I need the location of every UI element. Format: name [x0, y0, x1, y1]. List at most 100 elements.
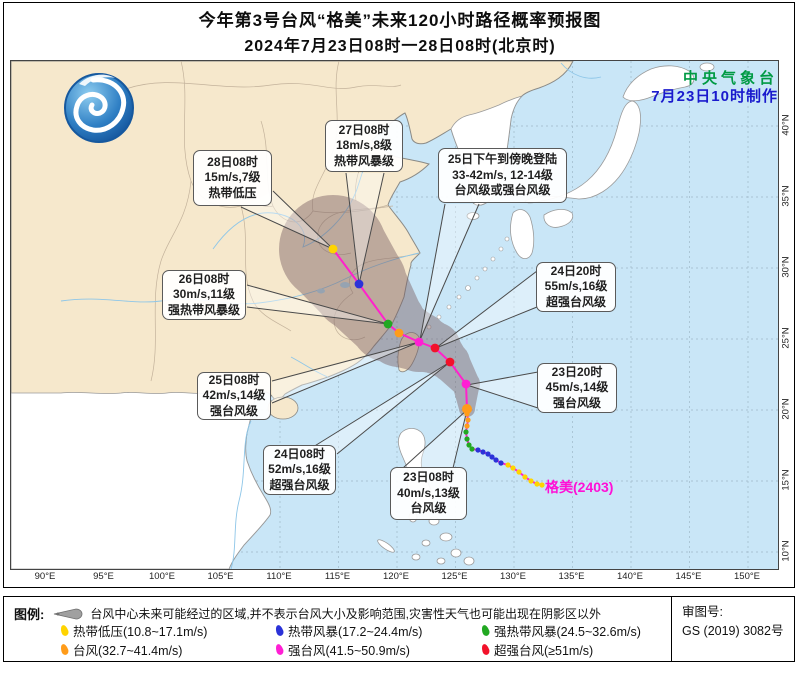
track-point-forecast	[394, 328, 404, 338]
track-point-observed	[522, 474, 528, 480]
legend-cone-row: 图例: 台风中心未来可能经过的区域,并不表示台风大小及影响范围,灾害性天气也可能…	[14, 604, 601, 623]
lon-label: 130°E	[500, 571, 526, 582]
callout-line: 24日20时	[550, 263, 602, 278]
track-point-forecast	[430, 343, 440, 353]
callout-line: 热带风暴级	[333, 153, 394, 168]
lon-label: 105°E	[207, 571, 234, 582]
track-point-observed	[465, 417, 471, 423]
pointer-line	[358, 172, 385, 285]
ryukyu-islands	[426, 236, 510, 330]
callout-line: 热带低压	[208, 185, 257, 200]
track-point-observed	[464, 436, 470, 442]
legend-item-label: 强台风(41.5~50.9m/s)	[288, 644, 410, 658]
jeju-island	[466, 212, 480, 220]
review-number: GS (2019) 3082号	[682, 624, 784, 638]
pointer-wedge	[346, 173, 384, 284]
pointer-line	[435, 270, 538, 349]
pointer-line	[336, 361, 451, 455]
legend-item-label: 台风(32.7~41.4m/s)	[73, 644, 183, 658]
track-point-forecast	[462, 404, 472, 414]
pointer-line	[271, 341, 420, 382]
agency-credit: 中央气象台 7月23日10时制作	[520, 70, 778, 106]
forecast-callout: 27日08时 18m/s,8级 热带风暴级	[325, 120, 403, 172]
pointer-line	[271, 341, 420, 404]
track-point-forecast	[445, 357, 455, 367]
cma-logo	[64, 73, 134, 143]
japan	[510, 62, 715, 260]
issue-time: 7月23日10时制作	[651, 88, 778, 105]
callout-line: 25日08时	[208, 372, 260, 387]
pointer-line	[419, 203, 480, 341]
callout-line: 28日08时	[207, 154, 258, 169]
pointer-line	[435, 306, 538, 349]
forecast-callout: 24日20时 55m/s,16级 超强台风级	[536, 262, 616, 312]
callout-line: 25日下午到傍晚登陆	[447, 152, 558, 167]
intensity-dot-icon	[480, 624, 491, 637]
typhoon-track	[328, 244, 545, 488]
pointer-line	[402, 409, 468, 469]
pointer-line	[312, 361, 451, 448]
legend-item-label: 强热带风暴(24.5~32.6m/s)	[494, 625, 641, 639]
callout-line: 24日08时	[274, 446, 325, 461]
callout-line: 27日08时	[338, 122, 390, 137]
pointer-line	[246, 284, 389, 325]
track-point-observed	[469, 446, 475, 452]
intensity-dot-icon	[59, 624, 70, 637]
track-point-forecast	[328, 244, 338, 254]
pointer-wedge	[467, 372, 538, 408]
legend-item-label: 热带风暴(17.2~24.4m/s)	[288, 625, 423, 639]
forecast-callout: 24日08时 52m/s,16级 超强台风级	[263, 445, 336, 495]
track-point-observed	[489, 454, 495, 460]
lon-label: 110°E	[266, 571, 292, 582]
track-point-observed	[539, 482, 545, 488]
track-point-observed	[505, 462, 511, 468]
pointer-line	[466, 384, 539, 409]
callout-line: 23日08时	[403, 470, 454, 485]
forecast-callout: 26日08时 30m/s,11级 强热带风暴级	[162, 270, 246, 320]
page-title: 今年第3号台风“格美”未来120小时路径概率预报图	[198, 11, 602, 30]
track-point-observed	[464, 423, 470, 429]
lon-label: 120°E	[383, 571, 409, 582]
logo-swirl	[73, 77, 127, 133]
legend-main: 图例: 台风中心未来可能经过的区域,并不表示台风大小及影响范围,灾害性天气也可能…	[4, 597, 671, 661]
track-point-observed	[498, 460, 504, 466]
pointer-line	[466, 371, 539, 386]
track-point-forecast	[354, 279, 364, 289]
pointer-line	[345, 172, 360, 285]
lon-label: 140°E	[617, 571, 643, 582]
legend-item: 强热带风暴(24.5~32.6m/s)	[480, 621, 641, 640]
forecast-callout: 25日08时 42m/s,14级 强台风级	[197, 372, 271, 420]
forecast-callout: 28日08时 15m/s,7级 热带低压	[193, 150, 272, 206]
track-point-observed	[466, 442, 472, 448]
callout-line: 超强台风级	[269, 477, 330, 492]
lat-label: 15°N	[780, 469, 792, 491]
legend-cone-note: 台风中心未来可能经过的区域,并不表示台风大小及影响范围,灾害性天气也可能出现在阴…	[90, 607, 602, 621]
lake	[340, 282, 350, 288]
legend-item: 强台风(41.5~50.9m/s)	[274, 640, 410, 659]
lat-label: 35°N	[780, 185, 792, 207]
track-point-observed	[480, 449, 486, 455]
callout-line: 台风级	[410, 501, 447, 516]
intensity-dot-icon	[274, 624, 285, 637]
track-point-observed	[516, 469, 522, 475]
track-point-forecast	[461, 379, 471, 389]
track-point-observed	[463, 429, 469, 435]
agency-name: 中央气象台	[682, 70, 778, 87]
taiwan	[397, 332, 420, 373]
callout-line: 23日20时	[551, 364, 603, 379]
lon-label: 145°E	[675, 571, 702, 582]
callout-line: 15m/s,7级	[204, 170, 261, 185]
callout-line: 超强台风级	[545, 294, 606, 309]
callout-line: 强台风级	[552, 395, 601, 410]
callout-line: 45m/s,14级	[545, 380, 609, 395]
legend-item-label: 超强台风(≥51m/s)	[494, 644, 594, 658]
callout-line: 42m/s,14级	[202, 388, 266, 403]
legend-item: 超强台风(≥51m/s)	[480, 640, 594, 659]
forecast-callout: 23日20时 45m/s,14级 强台风级	[537, 363, 617, 413]
track-point-observed	[485, 451, 491, 457]
intensity-dot-icon	[480, 643, 491, 656]
track-point-observed	[493, 457, 499, 463]
callout-line: 强热带风暴级	[167, 302, 240, 317]
pointer-line	[272, 190, 334, 250]
